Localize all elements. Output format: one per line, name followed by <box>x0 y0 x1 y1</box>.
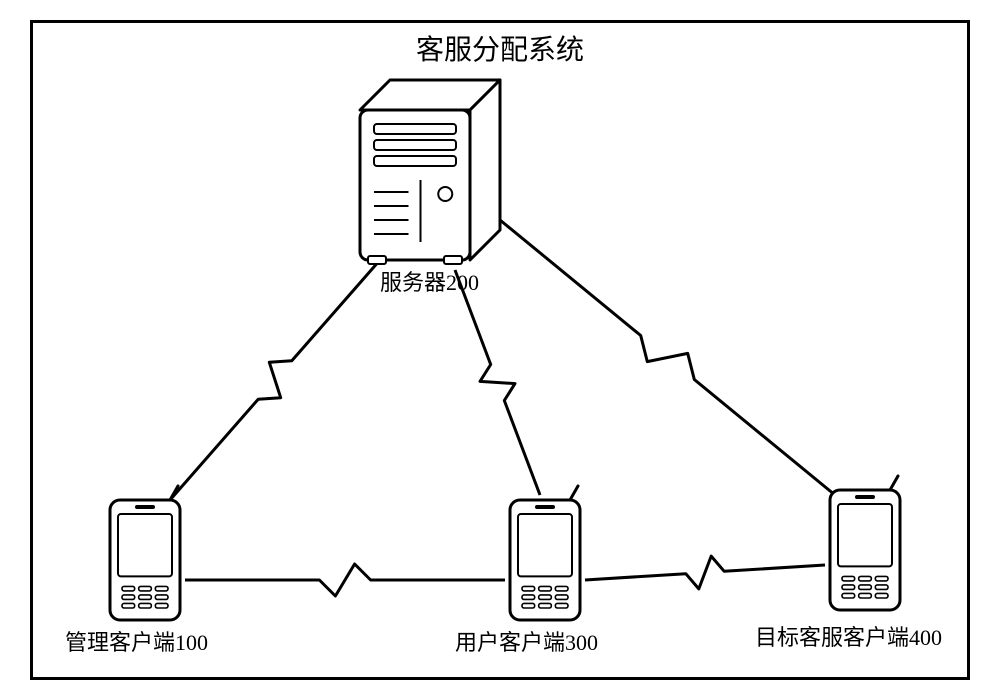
phone-icon-target <box>830 476 900 610</box>
phone-label-admin: 管理客户端100 <box>65 625 208 657</box>
phone-icon-user <box>510 486 580 620</box>
phone-label-user: 用户客户端300 <box>455 625 598 657</box>
phone-label-target: 目标客服客户端400 <box>755 620 942 652</box>
edge-server-user <box>455 270 540 495</box>
server-label: 服务器200 <box>380 265 479 297</box>
edge-server-target <box>500 220 835 495</box>
edge-server-admin <box>170 260 380 500</box>
edge-user-target <box>585 556 825 589</box>
phone-icon-admin <box>110 486 180 620</box>
diagram-canvas: 客服分配系统 服务器200管理客户端100用户客户端300目标客服客户端400 <box>0 0 1000 700</box>
edge-admin-user <box>185 564 505 596</box>
network-svg <box>0 0 1000 700</box>
server-icon <box>360 80 500 264</box>
